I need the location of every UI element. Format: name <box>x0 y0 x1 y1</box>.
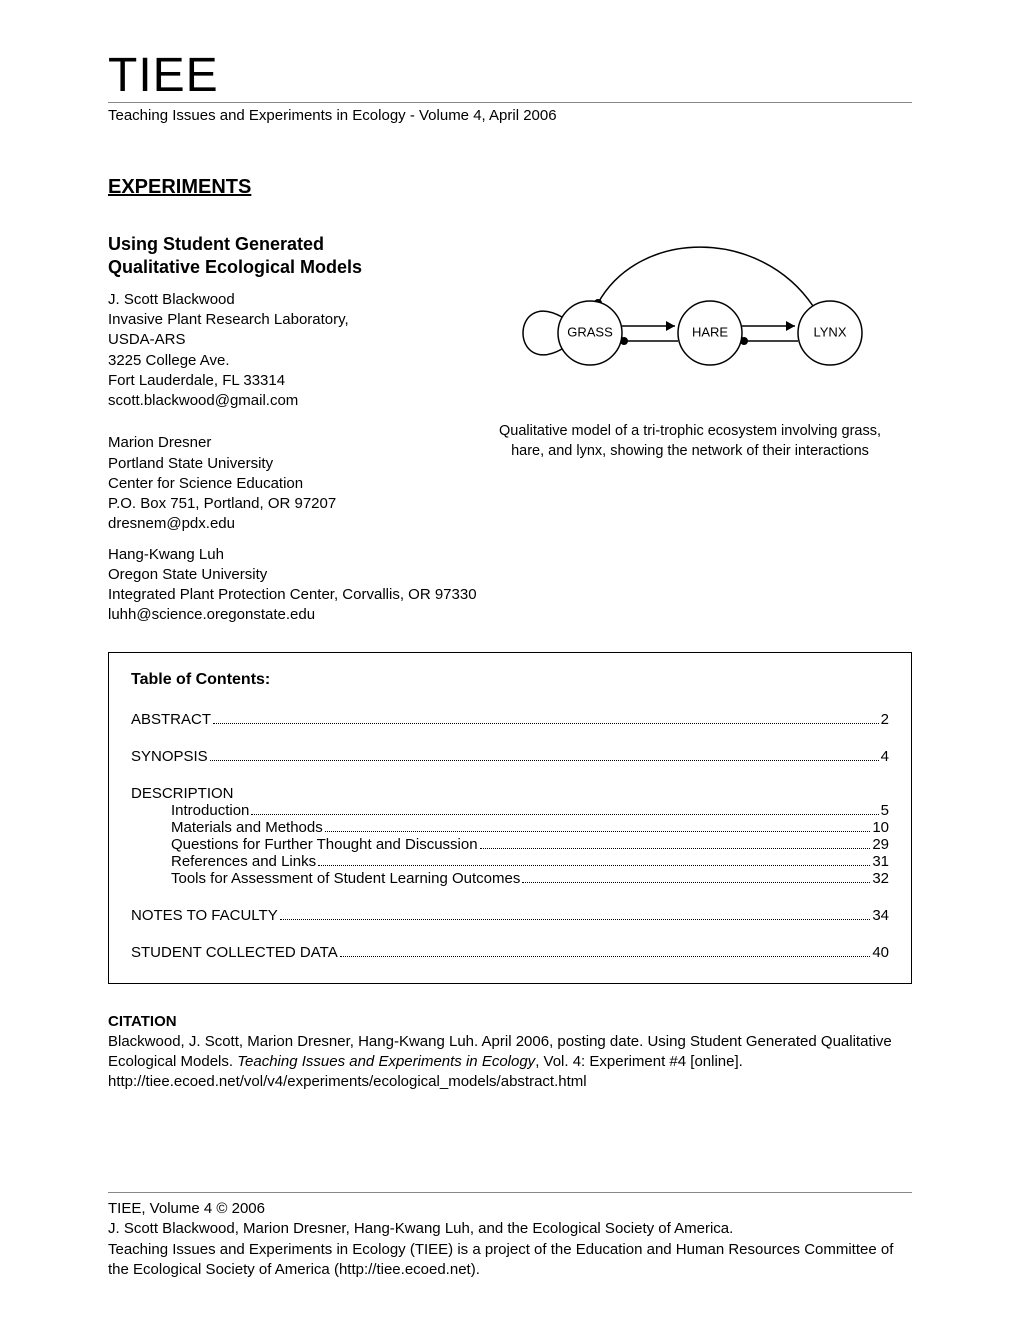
author-line: USDA-ARS <box>108 331 186 348</box>
toc-leader-dots <box>325 815 871 832</box>
footer-line: TIEE, Volume 4 © 2006 <box>108 1199 912 1219</box>
footer-line: Teaching Issues and Experiments in Ecolo… <box>108 1240 912 1281</box>
toc-page: 40 <box>872 944 889 961</box>
author-line: Invasive Plant Research Laboratory, <box>108 311 349 328</box>
citation-block: CITATION Blackwood, J. Scott, Marion Dre… <box>108 1012 912 1093</box>
footer-rule <box>108 1192 912 1193</box>
article-title-line2: Qualitative Ecological Models <box>108 257 362 277</box>
page-footer: TIEE, Volume 4 © 2006 J. Scott Blackwood… <box>108 1192 912 1280</box>
toc-label: Tools for Assessment of Student Learning… <box>171 870 520 887</box>
toc-page: 2 <box>881 711 889 728</box>
author-email: scott.blackwood@gmail.com <box>108 392 298 409</box>
author-block: Marion Dresner Portland State University… <box>108 433 448 534</box>
author-line: 3225 College Ave. <box>108 352 230 369</box>
figure-caption: Qualitative model of a tri-trophic ecosy… <box>468 422 912 461</box>
edge-lynx-to-grass <box>598 247 813 306</box>
arrowhead-icon <box>786 321 795 331</box>
figure-caption-line: hare, and lynx, showing the network of t… <box>511 443 869 459</box>
toc-label: Materials and Methods <box>171 819 323 836</box>
toc-row: Tools for Assessment of Student Learning… <box>171 870 889 887</box>
toc-label: DESCRIPTION <box>131 785 234 802</box>
article-title: Using Student Generated Qualitative Ecol… <box>108 233 448 280</box>
trophic-network-svg: GRASS HARE LYNX <box>480 233 900 403</box>
toc-page: 5 <box>881 802 889 819</box>
journal-title: TIEE <box>108 52 912 100</box>
toc-leader-dots <box>213 707 879 724</box>
toc-page: 10 <box>872 819 889 836</box>
toc-leader-dots <box>480 832 871 849</box>
toc-label: NOTES TO FACULTY <box>131 907 278 924</box>
toc-page: 34 <box>872 907 889 924</box>
author-name: J. Scott Blackwood <box>108 291 235 308</box>
table-of-contents: Table of Contents: ABSTRACT 2 SYNOPSIS 4… <box>108 652 912 984</box>
author-line: Portland State University <box>108 455 273 472</box>
section-heading: EXPERIMENTS <box>108 176 912 199</box>
article-title-line1: Using Student Generated <box>108 234 324 254</box>
node-hare-label: HARE <box>692 324 728 339</box>
arrowhead-icon <box>666 321 675 331</box>
node-lynx-label: LYNX <box>814 324 847 339</box>
toc-leader-dots <box>522 866 870 883</box>
citation-journal-italic: Teaching Issues and Experiments in Ecolo… <box>237 1053 535 1070</box>
node-grass-label: GRASS <box>567 324 613 339</box>
toc-title: Table of Contents: <box>131 671 889 689</box>
edge-grass-self <box>523 311 562 355</box>
toc-label: STUDENT COLLECTED DATA <box>131 944 338 961</box>
toc-leader-dots <box>340 940 871 957</box>
author-line: Oregon State University <box>108 566 267 583</box>
toc-row: STUDENT COLLECTED DATA 40 <box>131 944 889 961</box>
author-name: Marion Dresner <box>108 434 211 451</box>
author-line: Integrated Plant Protection Center, Corv… <box>108 586 477 603</box>
author-line: P.O. Box 751, Portland, OR 97207 <box>108 495 336 512</box>
author-email: luhh@science.oregonstate.edu <box>108 606 315 623</box>
author-name: Hang-Kwang Luh <box>108 546 224 563</box>
toc-row: SYNOPSIS 4 <box>131 748 889 765</box>
author-block: Hang-Kwang Luh Oregon State University I… <box>108 545 912 626</box>
toc-leader-dots <box>280 903 871 920</box>
author-block: J. Scott Blackwood Invasive Plant Resear… <box>108 290 448 412</box>
toc-label: References and Links <box>171 853 316 870</box>
header-rule <box>108 102 912 103</box>
footer-line: J. Scott Blackwood, Marion Dresner, Hang… <box>108 1219 912 1239</box>
toc-leader-dots <box>318 849 870 866</box>
toc-leader-dots <box>210 744 879 761</box>
toc-leader-dots <box>251 798 878 815</box>
toc-row: NOTES TO FACULTY 34 <box>131 907 889 924</box>
toc-page: 31 <box>872 853 889 870</box>
toc-label: Introduction <box>171 802 249 819</box>
figure-caption-line: Qualitative model of a tri-trophic ecosy… <box>499 423 881 439</box>
toc-label: SYNOPSIS <box>131 748 208 765</box>
toc-page: 32 <box>872 870 889 887</box>
author-line: Fort Lauderdale, FL 33314 <box>108 372 285 389</box>
toc-page: 29 <box>872 836 889 853</box>
citation-label: CITATION <box>108 1012 912 1032</box>
toc-label: ABSTRACT <box>131 711 211 728</box>
toc-row: ABSTRACT 2 <box>131 711 889 728</box>
journal-subtitle: Teaching Issues and Experiments in Ecolo… <box>108 107 912 124</box>
toc-page: 4 <box>881 748 889 765</box>
author-email: dresnem@pdx.edu <box>108 515 235 532</box>
author-line: Center for Science Education <box>108 475 303 492</box>
figure-diagram: GRASS HARE LYNX <box>468 233 912 408</box>
